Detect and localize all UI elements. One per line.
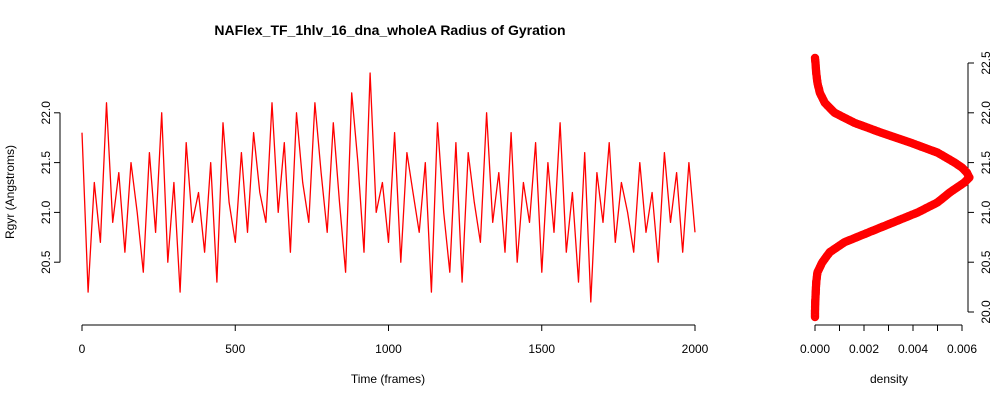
density-y-tick-label: 21.5 [979, 151, 993, 175]
x-tick-label: 2000 [682, 342, 709, 356]
density-y-tick-label: 22.0 [979, 101, 993, 125]
density-y-tick-label: 21.0 [979, 200, 993, 224]
y-axis-label: Rgyr (Angstroms) [3, 145, 17, 239]
density-point [810, 312, 820, 322]
chart-title: NAFlex_TF_1hlv_16_dna_wholeA Radius of G… [214, 22, 565, 38]
density-y-tick-label: 22.5 [979, 51, 993, 75]
density-x-tick-label: 0.000 [800, 342, 830, 356]
x-tick-label: 1500 [528, 342, 555, 356]
x-tick-label: 500 [225, 342, 245, 356]
y-tick-label: 20.5 [39, 250, 53, 274]
x-tick-label: 0 [79, 342, 86, 356]
y-tick-label: 22.0 [39, 101, 53, 125]
rgyr-series-line [81, 72, 696, 303]
density-axis-label: density [870, 372, 908, 386]
rgyr-plot: 20.5 21.0 21.5 22.0 0 500 1000 1500 2000 [39, 72, 709, 356]
density-y-tick-label: 20.0 [979, 300, 993, 324]
y-tick-label: 21.0 [39, 200, 53, 224]
y-tick-label: 21.5 [39, 151, 53, 175]
density-y-tick-label: 20.5 [979, 250, 993, 274]
x-axis-label: Time (frames) [351, 372, 425, 386]
density-x-tick-label: 0.006 [947, 342, 977, 356]
density-x-tick-label: 0.002 [849, 342, 879, 356]
density-plot: 20.0 20.5 21.0 21.5 22.0 22.5 0.000 0.002 0.004 0… [800, 51, 993, 356]
x-tick-label: 1000 [375, 342, 402, 356]
density-x-tick-label: 0.004 [898, 342, 928, 356]
